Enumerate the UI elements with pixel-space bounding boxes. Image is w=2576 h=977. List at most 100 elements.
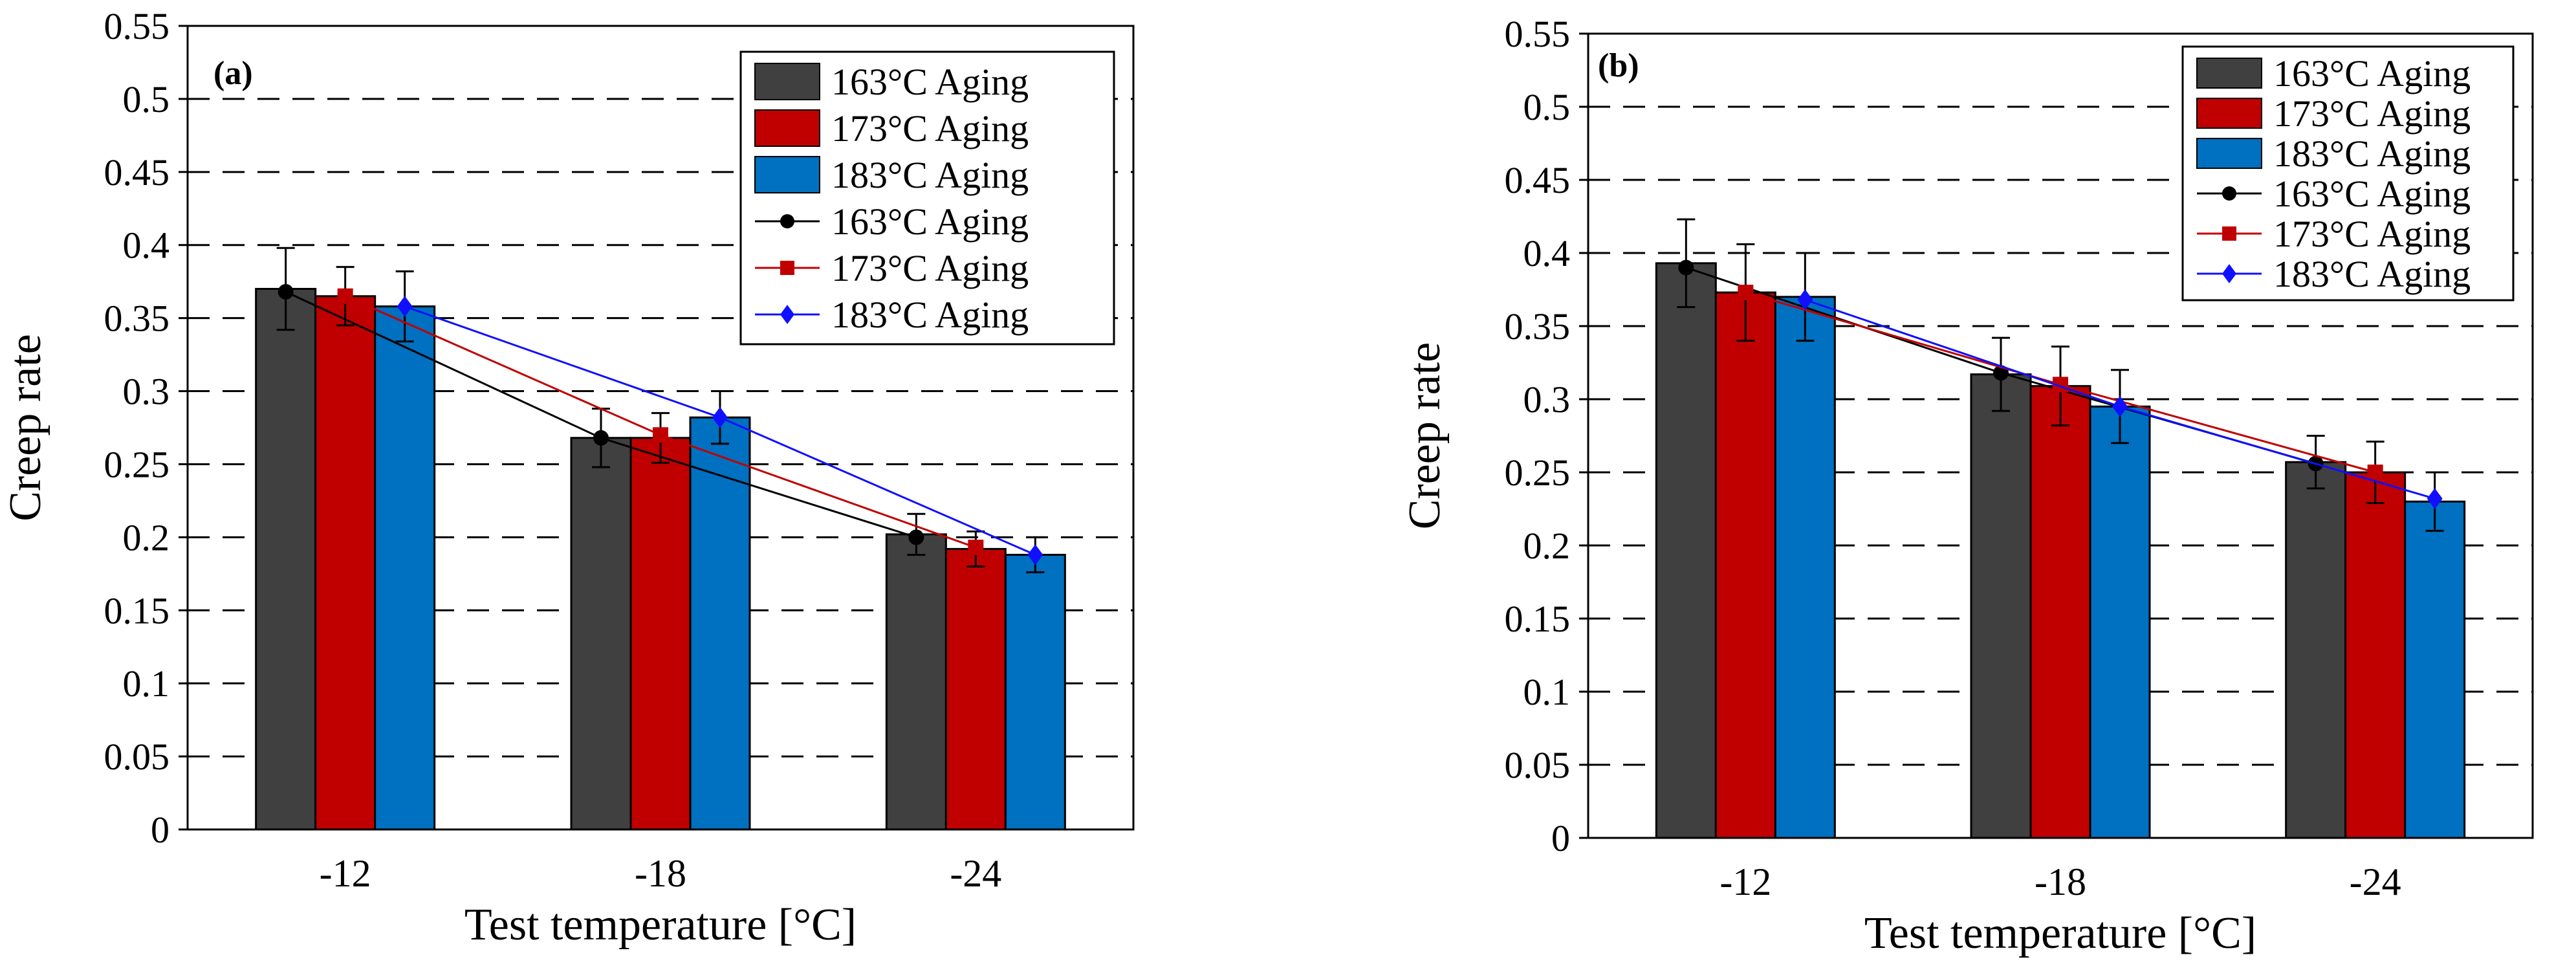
legend-swatch bbox=[754, 63, 820, 100]
y-axis-label: Creep rate bbox=[1400, 342, 1450, 530]
y-tick-label: 0.1 bbox=[123, 663, 170, 705]
bar bbox=[944, 547, 1007, 831]
plot-frame bbox=[186, 25, 1135, 831]
chart-panel-b: 0 0.05 0.1 0.15 0.2 0.25 0.3 0.35 0.4 0.45 0.5 0.55… bbox=[1400, 13, 2534, 958]
line-point bbox=[278, 283, 294, 300]
y-tick-label: 0.2 bbox=[123, 516, 170, 558]
bar bbox=[2029, 385, 2091, 839]
line-point bbox=[397, 296, 413, 317]
plot-frame bbox=[1587, 32, 2534, 839]
bar bbox=[1714, 291, 1776, 839]
x-axis-label: Test temperature [°C] bbox=[1864, 908, 2256, 958]
y-tick-label: 0.15 bbox=[1505, 598, 1571, 640]
legend-box bbox=[2181, 45, 2515, 302]
legend-label: 173°C Aging bbox=[2273, 213, 2471, 255]
legend-label: 163°C Aging bbox=[2273, 173, 2471, 215]
line-point bbox=[337, 288, 353, 304]
y-tick-label: 0 bbox=[151, 809, 169, 851]
line-point bbox=[908, 529, 924, 545]
line-point bbox=[2112, 396, 2128, 417]
line-point bbox=[2427, 488, 2443, 509]
line-point bbox=[780, 214, 794, 228]
y-tick-label: 0.05 bbox=[104, 736, 170, 778]
legend-label: 183°C Aging bbox=[831, 294, 1029, 336]
legend-swatch bbox=[2196, 98, 2262, 129]
y-tick-label: 0.45 bbox=[104, 151, 170, 193]
bar bbox=[1774, 296, 1836, 839]
panel-label: (a) bbox=[213, 55, 253, 92]
panel-label: (b) bbox=[1598, 47, 1639, 84]
bar bbox=[1655, 262, 1717, 839]
legend-label: 163°C Aging bbox=[831, 201, 1029, 243]
y-tick-label: 0.3 bbox=[123, 371, 170, 413]
legend-swatch bbox=[2196, 58, 2262, 89]
y-tick-label: 0.05 bbox=[1505, 744, 1571, 786]
y-tick-label: 0.55 bbox=[104, 5, 170, 47]
line-point bbox=[1027, 544, 1043, 565]
bar bbox=[629, 437, 692, 831]
legend-label: 183°C Aging bbox=[2273, 133, 2471, 175]
bar bbox=[2089, 405, 2151, 839]
line-point bbox=[2222, 226, 2236, 241]
legend-label: 183°C Aging bbox=[831, 154, 1029, 196]
line-point bbox=[780, 261, 794, 275]
x-tick-label: -18 bbox=[635, 852, 686, 895]
chart-panel-a: 0 0.05 0.1 0.15 0.2 0.25 0.3 0.35 0.4 0.45 0.5 0.55… bbox=[1, 5, 1135, 950]
line-point bbox=[1797, 289, 1813, 311]
y-tick-label: 0.2 bbox=[1523, 525, 1571, 567]
legend-label: 173°C Aging bbox=[831, 107, 1029, 149]
legend-label: 163°C Aging bbox=[2273, 52, 2471, 94]
y-tick-label: 0.4 bbox=[123, 225, 170, 267]
y-tick-label: 0.25 bbox=[1505, 452, 1571, 494]
x-axis-label: Test temperature [°C] bbox=[464, 900, 857, 950]
y-tick-label: 0.25 bbox=[104, 443, 170, 485]
x-tick-label: -24 bbox=[2350, 861, 2401, 903]
bar bbox=[689, 416, 751, 831]
y-tick-label: 0.5 bbox=[1523, 86, 1571, 128]
x-tick-label: -18 bbox=[2035, 861, 2086, 903]
line-point bbox=[2222, 186, 2236, 201]
y-tick-label: 0.3 bbox=[1523, 379, 1571, 421]
legend-swatch bbox=[754, 109, 820, 147]
y-tick-label: 0.5 bbox=[123, 78, 170, 120]
bar bbox=[374, 305, 436, 831]
bar bbox=[1004, 553, 1066, 831]
line-point bbox=[712, 406, 728, 428]
bar bbox=[570, 437, 632, 831]
y-tick-label: 0 bbox=[1551, 817, 1570, 859]
legend-label: 173°C Aging bbox=[831, 247, 1029, 289]
bar bbox=[314, 295, 377, 831]
legend-label: 173°C Aging bbox=[2273, 93, 2471, 135]
y-tick-label: 0.35 bbox=[104, 298, 170, 340]
bar bbox=[255, 287, 317, 831]
y-tick-label: 0.35 bbox=[1505, 305, 1571, 347]
legend-box bbox=[739, 50, 1115, 346]
line-point bbox=[2367, 465, 2383, 480]
x-tick-label: -12 bbox=[1719, 861, 1771, 903]
y-axis-label: Creep rate bbox=[1, 334, 50, 521]
legend-label: 183°C Aging bbox=[2273, 253, 2471, 295]
y-tick-label: 0.55 bbox=[1505, 13, 1571, 55]
x-tick-label: -24 bbox=[950, 852, 1001, 895]
line-point bbox=[653, 427, 668, 443]
line-point bbox=[593, 430, 609, 446]
y-tick-label: 0.4 bbox=[1523, 232, 1571, 274]
y-tick-label: 0.45 bbox=[1505, 159, 1571, 201]
bar bbox=[2285, 461, 2347, 839]
line-point bbox=[780, 305, 794, 324]
y-tick-label: 0.1 bbox=[1523, 671, 1571, 713]
line-point bbox=[1678, 259, 1694, 276]
line-point bbox=[1738, 285, 1754, 301]
bar bbox=[2344, 471, 2407, 839]
y-tick-label: 0.15 bbox=[104, 589, 170, 631]
legend-swatch bbox=[2196, 138, 2262, 169]
line-point bbox=[2222, 264, 2236, 283]
line-point bbox=[968, 540, 984, 556]
bar bbox=[2404, 500, 2466, 839]
x-tick-label: -12 bbox=[320, 852, 371, 895]
legend-swatch bbox=[754, 156, 820, 193]
bar bbox=[1970, 373, 2032, 839]
